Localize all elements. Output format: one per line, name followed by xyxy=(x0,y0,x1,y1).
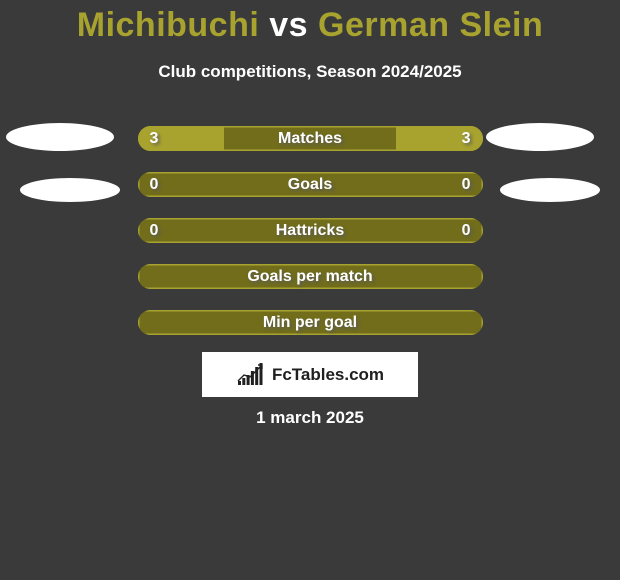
stat-value-right: 0 xyxy=(462,218,471,243)
title: Michibuchi vs German Slein xyxy=(0,6,620,45)
stat-label: Matches xyxy=(138,126,483,151)
title-left-player: Michibuchi xyxy=(77,6,260,44)
date-label: 1 march 2025 xyxy=(0,408,620,428)
stat-label: Goals xyxy=(138,172,483,197)
title-vs: vs xyxy=(259,6,318,44)
stat-label: Hattricks xyxy=(138,218,483,243)
stat-value-right: 0 xyxy=(462,172,471,197)
player-photo-ellipse xyxy=(500,178,600,202)
bar-chart-icon xyxy=(236,363,266,387)
stat-value-left: 0 xyxy=(150,218,159,243)
player-photo-ellipse xyxy=(486,123,594,151)
stat-value-left: 0 xyxy=(150,172,159,197)
player-photo-ellipse xyxy=(20,178,120,202)
stat-row: Goals0 0 xyxy=(138,172,483,197)
badge-text: FcTables.com xyxy=(272,365,384,385)
player-photo-ellipse xyxy=(6,123,114,151)
stat-label: Goals per match xyxy=(138,264,483,289)
fctables-badge: FcTables.com xyxy=(202,352,418,397)
stat-row: Hattricks0 0 xyxy=(138,218,483,243)
title-right-player: German Slein xyxy=(318,6,543,44)
stat-value-left: 3 xyxy=(150,126,159,151)
stat-row: Matches3 3 xyxy=(138,126,483,151)
comparison-card: Michibuchi vs German Slein Club competit… xyxy=(0,0,620,580)
stat-value-right: 3 xyxy=(462,126,471,151)
stat-row: Goals per match xyxy=(138,264,483,289)
stat-label: Min per goal xyxy=(138,310,483,335)
stat-row: Min per goal xyxy=(138,310,483,335)
subtitle: Club competitions, Season 2024/2025 xyxy=(0,62,620,82)
